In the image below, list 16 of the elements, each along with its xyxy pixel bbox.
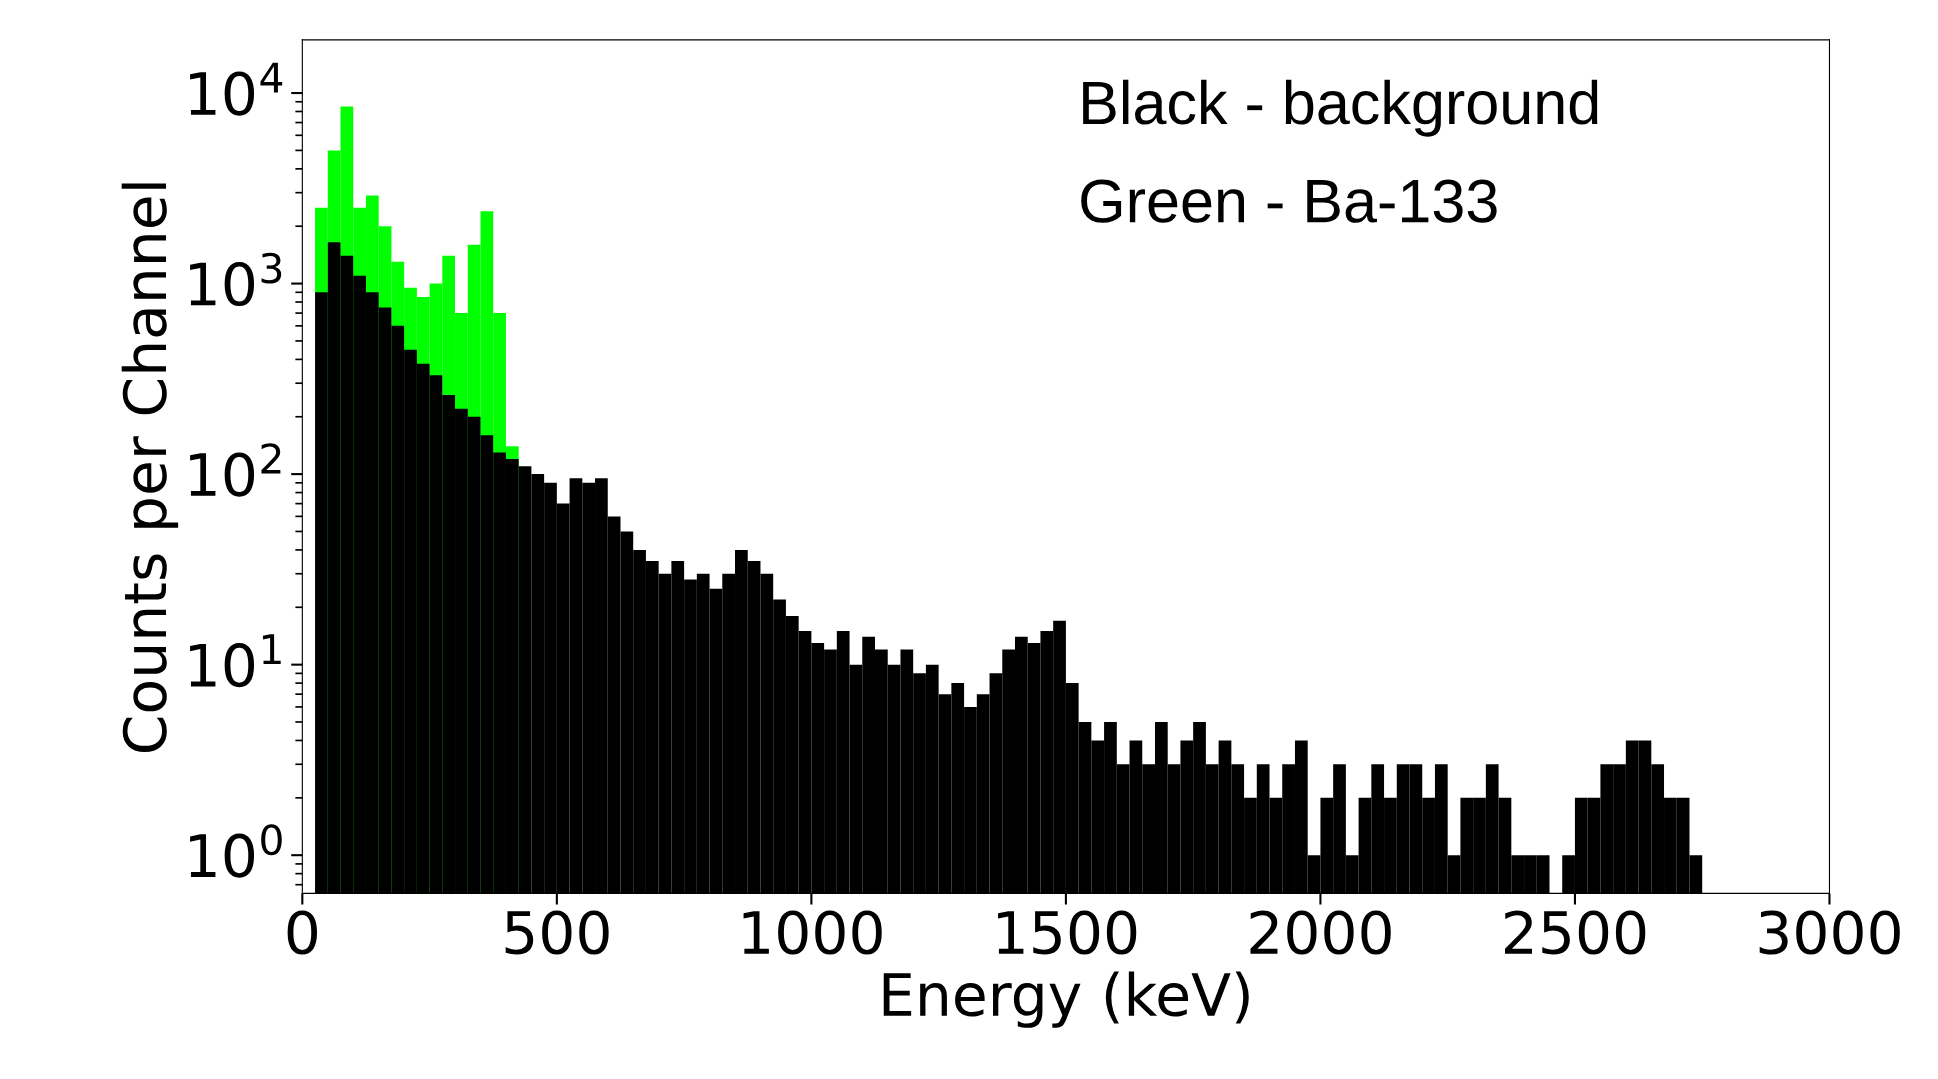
x-tick-label: 3000 bbox=[1759, 910, 1900, 955]
y-tick-label: 10$^{2}$ bbox=[190, 443, 281, 497]
x-tick-label: 2500 bbox=[1504, 910, 1646, 955]
x-tick-label: 2000 bbox=[1250, 910, 1391, 955]
x-tick-label: 500 bbox=[505, 910, 609, 955]
annotation: Black - background bbox=[1083, 79, 1598, 137]
annotation: Green - Ba-133 bbox=[1081, 179, 1497, 223]
y-tick-label: 10$^{0}$ bbox=[190, 824, 282, 878]
y-tick-label: 10$^{1}$ bbox=[190, 634, 281, 688]
x-axis-title: Energy (keV) bbox=[883, 971, 1249, 1028]
y-tick-label: 10$^{4}$ bbox=[190, 62, 283, 116]
y-tick-label: 10$^{3}$ bbox=[190, 252, 282, 307]
x-tick-label: 0 bbox=[287, 910, 318, 955]
y-axis-title: Counts per Channel bbox=[121, 183, 179, 752]
x-tick-label: 1000 bbox=[743, 910, 882, 955]
x-tick-label: 1500 bbox=[998, 910, 1137, 955]
